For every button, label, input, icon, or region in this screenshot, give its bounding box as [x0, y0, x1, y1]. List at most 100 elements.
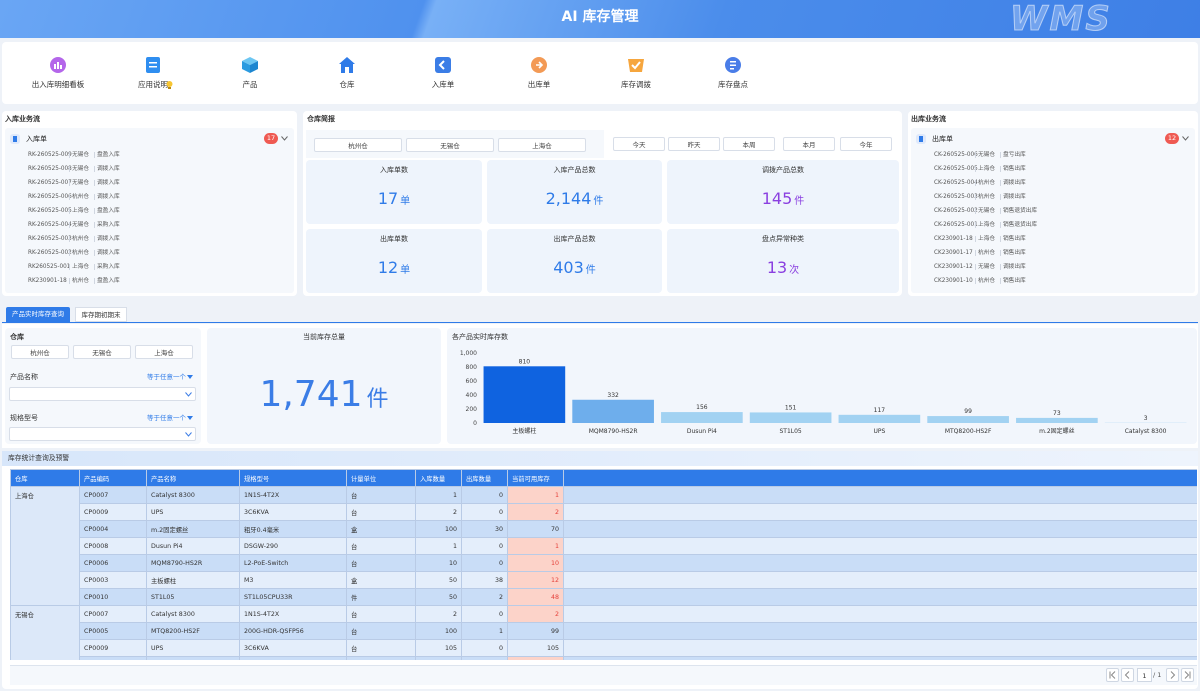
tab[interactable]: 库存期初期末	[75, 307, 127, 322]
nav-label[interactable]: 出入库明细看板	[31, 80, 85, 89]
row-warehouse: 杭州仓	[978, 250, 996, 256]
page-button[interactable]	[1106, 668, 1119, 682]
table-cell: Dusun Pi4	[146, 537, 240, 555]
table-row: CP0004 m.2固定螺丝 粗牙0.4毫米盒 100 30 70	[10, 520, 1197, 538]
filler-cell	[563, 571, 1197, 589]
filter-button[interactable]: 杭州仓	[11, 345, 69, 359]
header-bar	[0, 0, 1200, 38]
filter-button[interactable]: 上海仓	[498, 138, 586, 152]
separator	[94, 180, 95, 186]
filter-button[interactable]: 无锡仓	[406, 138, 494, 152]
row-type: 调拨出库	[1003, 180, 1026, 186]
row-type: 盘盈入库	[97, 208, 120, 214]
table-cell: 50	[415, 571, 462, 589]
filter-label: 规格型号	[10, 414, 38, 422]
filter-button[interactable]: 今年	[840, 137, 892, 151]
page-button[interactable]	[1166, 668, 1179, 682]
nav-label[interactable]: 库存盘点	[718, 80, 748, 89]
row-warehouse: 无锡仓	[978, 152, 996, 158]
stat-value-line: 12 单	[306, 257, 482, 279]
table-cell: 50	[415, 588, 462, 606]
row-type: 销售出库	[1003, 236, 1026, 242]
filter-operator[interactable]: 等于任意一个	[147, 414, 186, 422]
table-cell: 粗牙0.4毫米	[239, 656, 347, 660]
separator	[975, 194, 976, 200]
select-box[interactable]	[9, 387, 196, 401]
nav-label[interactable]: 产品	[242, 80, 258, 89]
filter-button[interactable]: 无锡仓	[73, 345, 131, 359]
nav-label[interactable]: 库存调拨	[621, 80, 651, 89]
table-cell: M3	[239, 571, 347, 589]
nav-label[interactable]: 应用说明	[138, 80, 168, 89]
table-cell: CP0005	[79, 622, 147, 640]
bar	[572, 399, 654, 423]
filter-operator[interactable]: 等于任意一个	[147, 373, 186, 381]
table-cell: 件	[346, 588, 416, 606]
filter-button[interactable]: 杭州仓	[314, 138, 402, 152]
nav-label[interactable]: 入库单	[431, 80, 455, 89]
filler-cell	[563, 486, 1197, 504]
table-cell: 0	[461, 503, 508, 521]
value-label: 3	[1144, 415, 1148, 422]
separator	[975, 152, 976, 158]
filler-cell	[563, 656, 1197, 660]
stat-unit: 件	[585, 265, 596, 276]
chevron	[1182, 136, 1189, 141]
column-header: 出库数量	[461, 469, 508, 487]
table-cell: 3C6KVA	[239, 639, 347, 657]
filter-button[interactable]: 本月	[783, 137, 835, 151]
table-cell: 12	[507, 571, 564, 589]
separator	[1000, 264, 1001, 270]
separator	[69, 222, 70, 228]
filler-cell	[563, 639, 1197, 657]
total-box	[207, 328, 441, 444]
row-warehouse: 杭州仓	[72, 278, 90, 284]
table-cell: CP0009	[79, 639, 147, 657]
filler-cell	[563, 520, 1197, 538]
separator	[975, 166, 976, 172]
column-header: 产品编码	[79, 469, 147, 487]
table-cell: Catalyst 8300	[146, 605, 240, 623]
chevron	[185, 432, 192, 437]
row-warehouse: 无锡仓	[72, 166, 90, 172]
table-cell: 70	[507, 520, 564, 538]
table-cell: 99	[507, 622, 564, 640]
table-cell: 105	[507, 639, 564, 657]
table-row: 无锡仓 CP0007 Catalyst 8300 1N1S-4T2X 台 2 0 2	[10, 605, 1197, 660]
header-title: AI 库存管理	[561, 9, 639, 25]
row-code: RK-260525-006	[28, 194, 72, 200]
list-title: 入库单	[26, 135, 47, 143]
x-tick-label: Dusun Pi4	[687, 428, 717, 435]
row-code: CK230901-12	[934, 264, 973, 270]
table-cell: 台	[346, 639, 416, 657]
stat-card	[487, 229, 662, 293]
table-cell: 100	[415, 622, 462, 640]
stat-label: 盘点异常种类	[762, 235, 804, 243]
nav-icon	[725, 57, 741, 73]
filter-button[interactable]: 今天	[613, 137, 665, 151]
table-cell: 0	[461, 486, 508, 504]
total-unit: 件	[366, 387, 389, 412]
page-button[interactable]	[1121, 668, 1134, 682]
nav-label[interactable]: 出库单	[527, 80, 551, 89]
filter-button[interactable]: 本周	[723, 137, 775, 151]
table-cell: UPS	[146, 503, 240, 521]
separator	[975, 250, 976, 256]
filter-button[interactable]: 上海仓	[135, 345, 193, 359]
table-wrap: 仓库 产品编码 产品名称 规格型号 计量单位 入库数量 出库数量 当前可用库存 上海仓 CP000…	[10, 469, 1197, 660]
select-box[interactable]	[9, 427, 196, 441]
row-code: CK-260525-002	[934, 208, 978, 214]
page-button[interactable]	[1181, 668, 1194, 682]
filter-button[interactable]: 昨天	[668, 137, 720, 151]
page-arrow	[1170, 671, 1176, 679]
stat-label: 入库单数	[380, 166, 408, 174]
row-type: 调拨出库	[1003, 194, 1026, 200]
y-tick-label: 0	[473, 420, 477, 427]
page-input[interactable]: 1	[1137, 668, 1152, 682]
dropdown-arrow	[187, 375, 193, 379]
separator	[975, 236, 976, 242]
tab-active[interactable]: 产品实时库存查询	[6, 307, 70, 322]
nav-label[interactable]: 仓库	[339, 80, 355, 89]
table-row: CP0003 主板螺柱 M3 盒 50 38 12	[10, 571, 1197, 589]
table-cell: CP0004	[79, 520, 147, 538]
